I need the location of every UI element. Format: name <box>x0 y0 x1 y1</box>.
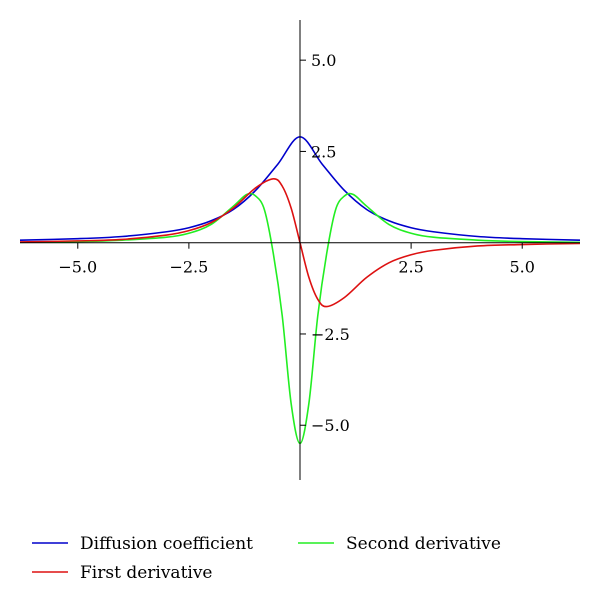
x-tick-label: 2.5 <box>398 258 423 277</box>
legend-label: Diffusion coefficient <box>80 534 253 554</box>
y-tick-label: −5.0 <box>311 416 350 435</box>
y-tick-label: 2.5 <box>311 142 336 161</box>
x-tick-label: 5.0 <box>509 258 534 277</box>
x-tick-label: −2.5 <box>169 258 208 277</box>
legend-label: First derivative <box>80 563 213 583</box>
legend-label: Second derivative <box>346 534 501 554</box>
legend-item: Diffusion coefficient <box>32 534 253 554</box>
x-ticks: −5.0 −2.5 2.5 5.0 <box>58 242 535 277</box>
y-tick-label: 5.0 <box>311 51 336 70</box>
y-tick-label: −2.5 <box>311 325 350 344</box>
x-tick-label: −5.0 <box>58 258 97 277</box>
legend-item: Second derivative <box>298 534 501 554</box>
plot-area: −5.0 −2.5 2.5 5.0 5.0 2.5 −2.5 −5.0 <box>19 20 581 480</box>
legend: Diffusion coefficient First derivative Sec… <box>32 534 501 583</box>
legend-item: First derivative <box>32 563 213 583</box>
y-ticks: 5.0 2.5 −2.5 −5.0 <box>300 51 350 435</box>
